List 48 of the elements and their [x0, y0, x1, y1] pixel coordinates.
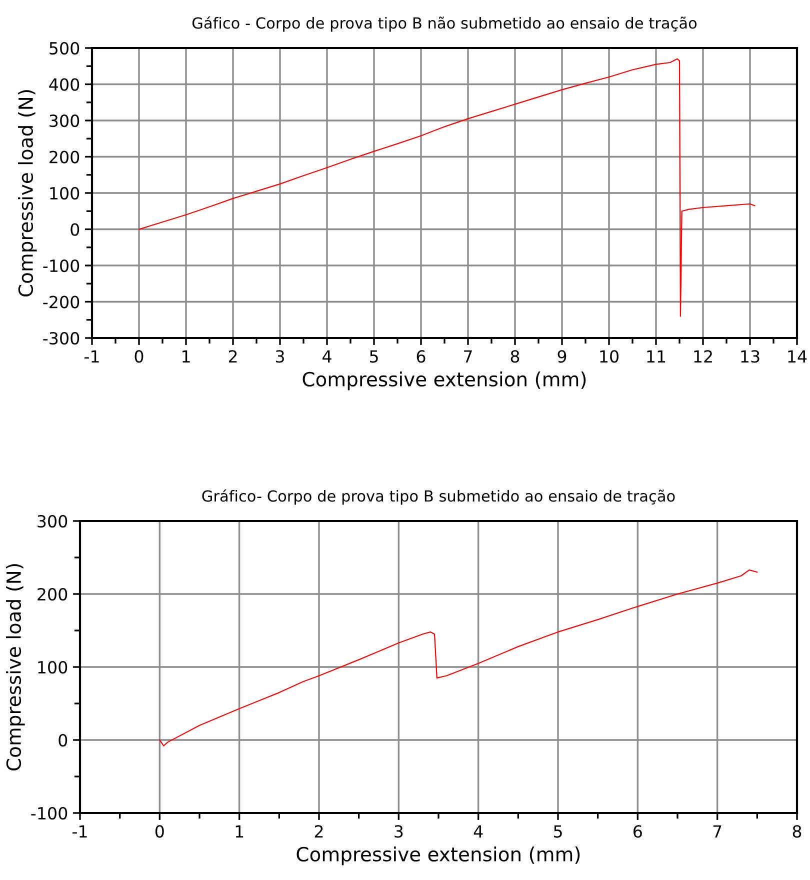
- line-series: [159, 569, 758, 746]
- y-tick-label: -100: [43, 259, 80, 272]
- x-tick-label: 4: [322, 350, 332, 362]
- y-tick-label: 300: [38, 514, 68, 528]
- x-tick-label: 12: [694, 350, 712, 362]
- x-tick-label: 4: [474, 825, 483, 838]
- y-tick-label: 500: [50, 42, 80, 55]
- x-tick-label: 2: [314, 825, 323, 838]
- x-tick-label: 6: [634, 825, 642, 838]
- y-tick-label: 0: [58, 734, 68, 747]
- x-tick-label: 7: [464, 350, 472, 362]
- x-tick-label: 0: [155, 825, 164, 838]
- chart-title: Gáfico - Corpo de prova tipo B não submetido ao ensaio de tração: [192, 16, 697, 32]
- x-tick-label: 9: [558, 350, 566, 363]
- x-tick-label: 5: [370, 350, 378, 363]
- x-tick-label: 8: [510, 350, 520, 363]
- x-tick-label: 14: [788, 350, 807, 362]
- x-tick-label: 5: [554, 825, 562, 838]
- y-tick-label: 200: [50, 150, 80, 164]
- y-tick-label: 100: [50, 186, 80, 200]
- x-axis-title: Compressive extension (mm): [296, 846, 580, 866]
- y-tick-label: 0: [70, 223, 80, 236]
- y-tick-label: 400: [49, 78, 80, 91]
- x-axis-title: Compressive extension (mm): [302, 371, 586, 390]
- x-tick-label: 3: [394, 825, 403, 838]
- x-tick-label: 1: [236, 825, 244, 838]
- y-tick-label: 200: [38, 588, 68, 601]
- y-axis-title: Compressive load (N): [18, 90, 37, 296]
- y-tick-label: 100: [38, 660, 68, 674]
- x-tick-label: -1: [84, 350, 99, 362]
- y-tick-label: 300: [50, 114, 80, 128]
- y-tick-label: -300: [43, 332, 80, 345]
- y-tick-label: -100: [31, 806, 68, 820]
- x-tick-label: 3: [276, 350, 284, 363]
- x-tick-label: 2: [228, 350, 237, 362]
- x-tick-label: 6: [416, 350, 426, 363]
- x-tick-label: 10: [600, 350, 618, 363]
- x-tick-label: -1: [72, 825, 87, 838]
- line-series: [138, 58, 756, 317]
- x-tick-label: 13: [741, 350, 760, 363]
- y-axis-title: Compressive load (N): [6, 564, 25, 770]
- chart-title: Gráfico- Corpo de prova tipo B submetido ao ensaio de tração: [202, 489, 675, 505]
- y-tick-label: -200: [43, 296, 80, 308]
- x-tick-label: 11: [647, 350, 666, 362]
- x-tick-label: 7: [713, 825, 722, 838]
- x-tick-label: 0: [134, 350, 144, 363]
- x-tick-label: 8: [792, 825, 802, 838]
- x-tick-label: 1: [182, 350, 190, 362]
